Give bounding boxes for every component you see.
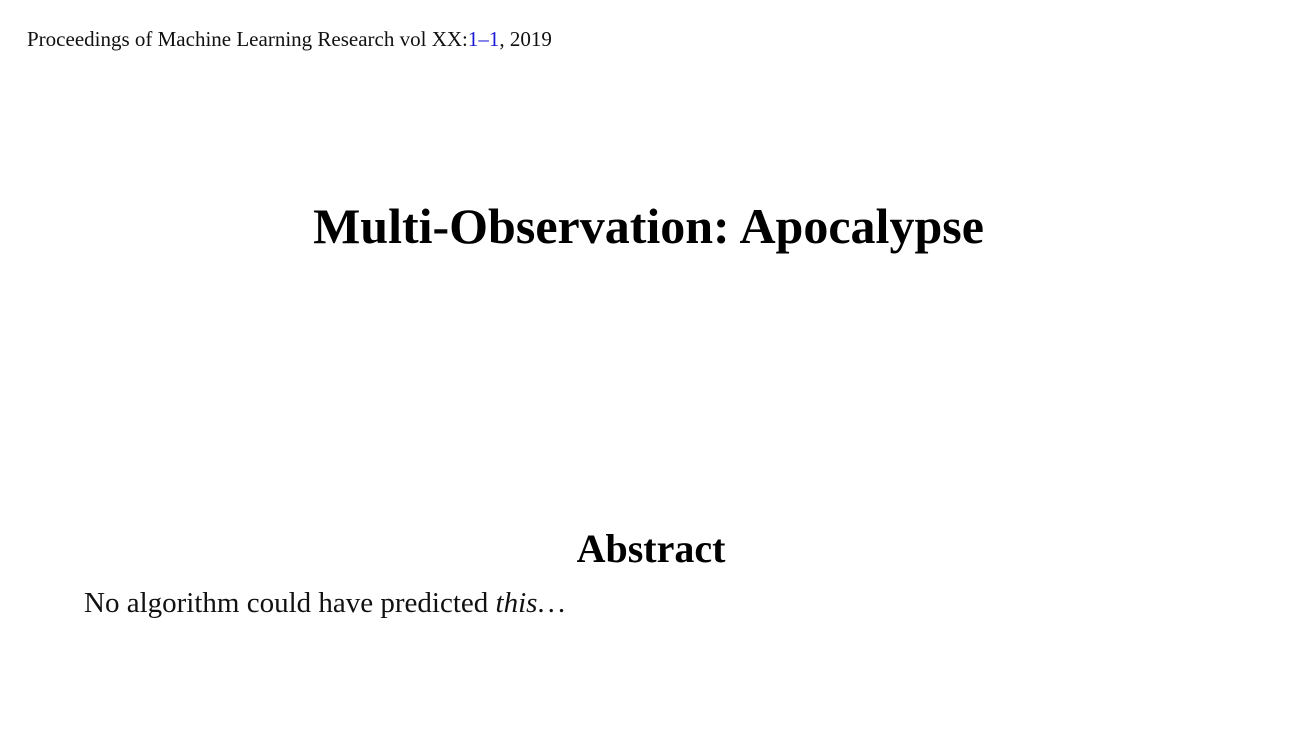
page-range-dash: –: [478, 27, 489, 51]
page-start-link[interactable]: 1: [467, 27, 479, 51]
abstract-heading: Abstract: [576, 526, 726, 571]
proceedings-label: Proceedings of Machine Learning Research…: [27, 27, 468, 51]
proceedings-header: Proceedings of Machine Learning Research…: [27, 26, 552, 52]
page-end-link[interactable]: 1: [488, 27, 500, 51]
paper-title: Multi-Observation: Apocalypse: [313, 198, 984, 254]
abstract-text-ellipsis: ...: [537, 587, 569, 619]
abstract-text: No algorithm could have predicted this..…: [84, 585, 568, 621]
proceedings-year: , 2019: [499, 27, 552, 51]
abstract-text-emphasis: this: [495, 587, 538, 619]
abstract-text-lead: No algorithm could have predicted: [84, 587, 496, 619]
